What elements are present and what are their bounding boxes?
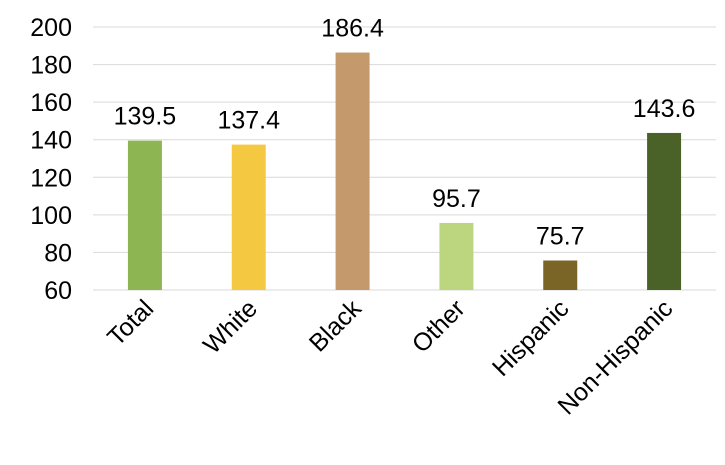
category-label: Total bbox=[102, 294, 159, 351]
data-label: 143.6 bbox=[633, 95, 696, 123]
category-label: White bbox=[198, 294, 263, 359]
data-label: 139.5 bbox=[114, 103, 177, 131]
category-label: Other bbox=[407, 294, 471, 358]
category-label: Hispanic bbox=[487, 294, 575, 382]
gridlines bbox=[93, 26, 716, 291]
y-tick-label: 60 bbox=[44, 277, 72, 305]
bar-other bbox=[439, 222, 474, 290]
y-tick-label: 200 bbox=[30, 14, 72, 42]
bar-white bbox=[231, 144, 266, 290]
data-label: 186.4 bbox=[321, 15, 384, 43]
y-tick-label: 80 bbox=[44, 239, 72, 267]
y-axis-tick-labels: 60 80 100 120 140 160 180 200 bbox=[30, 14, 72, 305]
y-tick-label: 160 bbox=[30, 89, 72, 117]
y-tick-label: 100 bbox=[30, 202, 72, 230]
bar-hispanic bbox=[543, 260, 578, 290]
data-label: 95.7 bbox=[432, 185, 481, 213]
y-tick-label: 140 bbox=[30, 127, 72, 155]
category-label: Black bbox=[304, 294, 367, 357]
bar-total bbox=[127, 140, 162, 290]
y-tick-label: 180 bbox=[30, 52, 72, 80]
data-label: 75.7 bbox=[536, 223, 585, 251]
bars bbox=[127, 52, 682, 291]
bar-black bbox=[335, 52, 370, 291]
data-labels: 139.5 137.4 186.4 95.7 75.7 143.6 bbox=[114, 15, 696, 251]
y-tick-label: 120 bbox=[30, 164, 72, 192]
bar-non-hispanic bbox=[647, 132, 682, 290]
data-label: 137.4 bbox=[217, 107, 280, 135]
